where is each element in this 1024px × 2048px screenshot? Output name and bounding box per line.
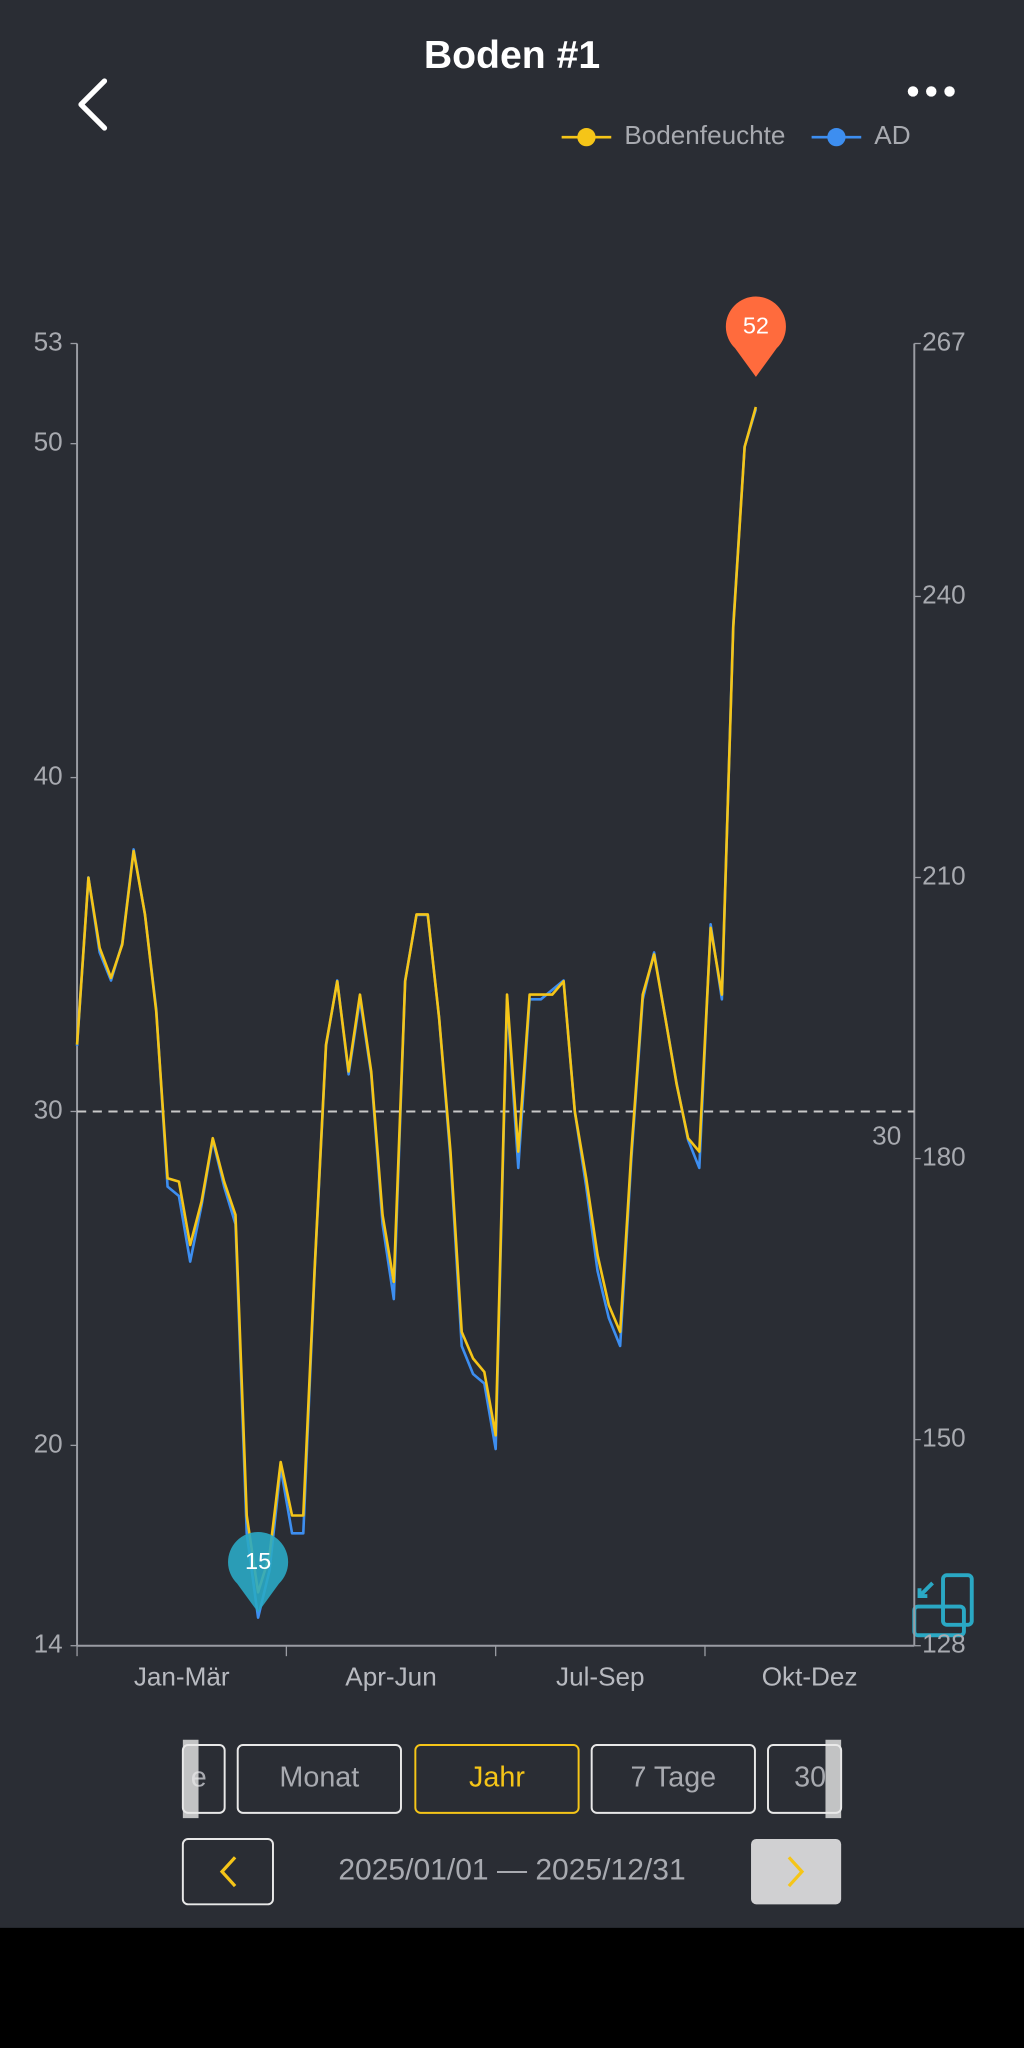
x-tick-label: Apr-Jun bbox=[345, 1661, 436, 1691]
period-tab[interactable]: 30 bbox=[767, 1743, 843, 1814]
annotation-pin bbox=[228, 1531, 289, 1613]
prev-chevron bbox=[219, 1856, 237, 1888]
x-tick-label: Jan-Mär bbox=[134, 1661, 230, 1691]
next-box bbox=[751, 1839, 842, 1905]
prev-button[interactable] bbox=[181, 1838, 274, 1906]
legend-item[interactable]: Bodenfeuchte bbox=[561, 120, 786, 150]
legend-label: AD bbox=[874, 120, 910, 150]
legend-dot bbox=[827, 128, 846, 147]
period-tab[interactable]: Jahr bbox=[414, 1743, 580, 1814]
data-line bbox=[75, 406, 758, 1594]
y2-tick-label: 267 bbox=[922, 326, 966, 356]
legend-item[interactable]: AD bbox=[811, 120, 911, 150]
y2-tick-label: 180 bbox=[922, 1141, 966, 1171]
y-tick-label: 20 bbox=[34, 1428, 63, 1458]
y2-tick-label: 240 bbox=[922, 579, 966, 609]
tab-label: 30 bbox=[794, 1762, 826, 1794]
x-tick-label: Okt-Dez bbox=[762, 1661, 858, 1691]
y-tick-label: 53 bbox=[34, 326, 63, 356]
tab-box bbox=[236, 1743, 402, 1814]
tab-box bbox=[414, 1743, 580, 1814]
period-tab[interactable]: 7 Tage bbox=[590, 1743, 756, 1814]
legend-dot bbox=[577, 128, 596, 147]
tab-label: 7 Tage bbox=[630, 1762, 716, 1794]
back-button[interactable] bbox=[78, 78, 108, 131]
x-tick-label: Jul-Sep bbox=[556, 1661, 645, 1691]
tab-label: Monat bbox=[279, 1762, 359, 1794]
prev-box bbox=[181, 1838, 274, 1906]
more-button[interactable] bbox=[907, 86, 955, 97]
annotation-label: 15 bbox=[245, 1548, 271, 1574]
reference-label: 30 bbox=[872, 1121, 901, 1151]
legend-label: Bodenfeuchte bbox=[624, 120, 785, 150]
annotation-label: 52 bbox=[743, 312, 769, 338]
fade-left bbox=[182, 1739, 199, 1819]
fade-right bbox=[825, 1739, 842, 1819]
y-tick-label: 50 bbox=[34, 427, 63, 457]
background bbox=[0, 0, 1024, 1928]
title: Boden #1 bbox=[424, 34, 600, 77]
next-chevron bbox=[787, 1856, 805, 1888]
annotation-pin bbox=[725, 296, 786, 377]
tab-box bbox=[590, 1743, 756, 1814]
y-tick-label: 14 bbox=[34, 1629, 63, 1659]
date-range: 2025/01/01 — 2025/12/31 bbox=[338, 1854, 685, 1887]
y2-tick-label: 210 bbox=[922, 860, 966, 890]
tab-label: Jahr bbox=[469, 1762, 525, 1794]
period-tab[interactable]: Monat bbox=[236, 1743, 402, 1814]
y2-tick-label: 150 bbox=[922, 1423, 966, 1453]
y-tick-label: 30 bbox=[34, 1094, 63, 1124]
y-tick-label: 40 bbox=[34, 760, 63, 790]
y2-tick-label: 128 bbox=[922, 1629, 966, 1659]
next-button[interactable] bbox=[751, 1839, 842, 1905]
